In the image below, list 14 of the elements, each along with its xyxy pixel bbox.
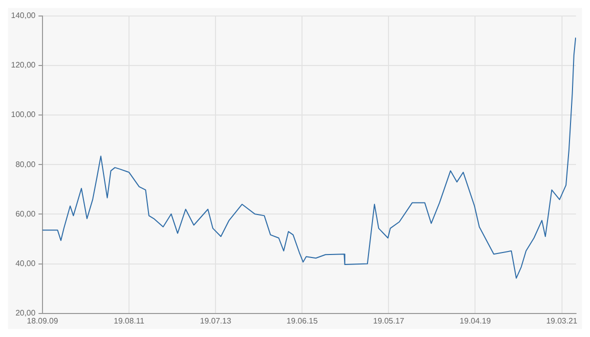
x-tick-label: 19.08.11: [114, 316, 145, 326]
y-tick-label: 20,00: [15, 308, 36, 318]
x-tick-label: 19.04.19: [460, 316, 492, 326]
y-tick-label: 40,00: [15, 259, 36, 268]
x-tick-label: 19.06.15: [286, 316, 318, 326]
x-tick-label: 19.05.17: [373, 316, 405, 326]
y-tick-label: 140,00: [11, 11, 36, 20]
y-tick-label: 100,00: [11, 110, 36, 120]
y-tick-label: 60,00: [15, 209, 36, 218]
x-tick-label: 18.09.09: [26, 316, 59, 326]
x-tick-label: 19.03.21: [546, 316, 578, 326]
y-tick-label: 80,00: [15, 160, 36, 169]
y-tick-label: 120,00: [11, 60, 36, 70]
x-tick-label: 19.07.13: [200, 316, 232, 326]
